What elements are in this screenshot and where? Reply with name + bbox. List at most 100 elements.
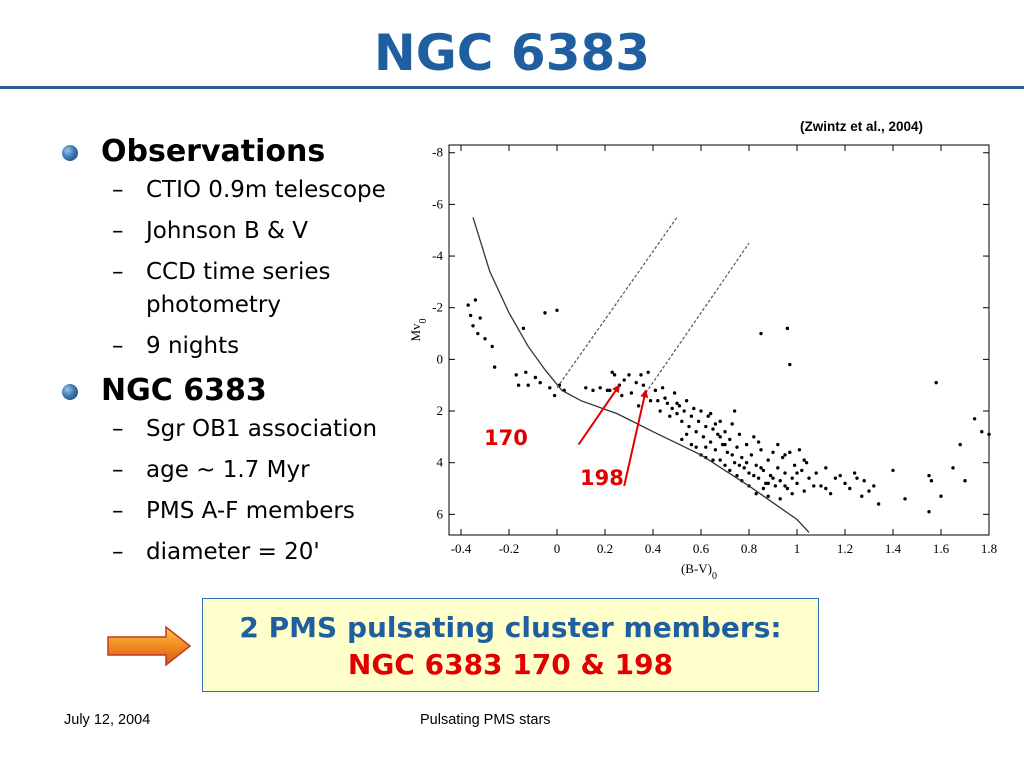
data-point bbox=[788, 450, 792, 455]
data-point bbox=[744, 442, 749, 447]
x-axis-label: (B-V)0 bbox=[681, 561, 717, 582]
data-point bbox=[833, 476, 838, 480]
x-tick-label: 0.8 bbox=[741, 541, 757, 556]
bullet-label: Observations bbox=[101, 134, 326, 169]
data-point bbox=[795, 481, 799, 486]
data-point bbox=[711, 427, 715, 431]
data-point bbox=[795, 471, 799, 475]
data-point bbox=[773, 484, 778, 488]
data-point bbox=[891, 468, 895, 473]
citation: (Zwintz et al., 2004) bbox=[800, 119, 924, 134]
data-point bbox=[708, 411, 713, 416]
data-point bbox=[629, 391, 634, 395]
sub-bullet-text: Johnson B & V bbox=[146, 218, 309, 244]
y-tick-label: -4 bbox=[432, 248, 443, 263]
data-point bbox=[605, 388, 610, 393]
data-point bbox=[802, 489, 806, 493]
x-tick-label: 1.8 bbox=[981, 541, 997, 556]
y-tick-label: 6 bbox=[437, 506, 444, 521]
data-point bbox=[800, 468, 804, 473]
x-tick-label: 1 bbox=[794, 541, 801, 556]
data-point bbox=[749, 453, 754, 457]
title-divider bbox=[0, 86, 1024, 89]
data-point bbox=[761, 486, 766, 491]
x-tick-label: 0.2 bbox=[597, 541, 613, 556]
data-point bbox=[759, 331, 763, 336]
x-tick-label: 0.6 bbox=[693, 541, 710, 556]
y-tick-label: 2 bbox=[437, 403, 444, 418]
instability-strip-edge bbox=[645, 242, 750, 394]
footer-topic: Pulsating PMS stars bbox=[420, 712, 551, 728]
data-point bbox=[718, 419, 722, 424]
data-point bbox=[723, 429, 727, 434]
callout-line-2: NGC 6383 170 & 198 bbox=[347, 648, 674, 681]
sphere-bullet-icon bbox=[62, 145, 78, 161]
data-point bbox=[620, 393, 624, 398]
data-point bbox=[552, 393, 557, 398]
sub-bullet: – CCD time series photometry bbox=[60, 256, 356, 322]
data-point bbox=[636, 404, 641, 408]
data-point bbox=[471, 324, 475, 328]
data-point bbox=[646, 370, 650, 374]
data-point bbox=[473, 298, 478, 302]
dash-icon: – bbox=[112, 416, 124, 442]
data-point bbox=[740, 455, 744, 460]
data-point bbox=[670, 406, 674, 411]
annotation-arrow bbox=[577, 384, 621, 446]
data-point bbox=[555, 308, 559, 312]
data-point bbox=[819, 484, 823, 488]
data-point bbox=[622, 378, 626, 382]
data-point bbox=[656, 398, 660, 403]
data-point bbox=[490, 344, 494, 349]
data-point bbox=[468, 313, 473, 318]
data-point bbox=[725, 450, 730, 455]
instability-strip-edge bbox=[556, 216, 678, 389]
data-point bbox=[872, 484, 876, 488]
data-point bbox=[732, 409, 737, 413]
dash-icon: – bbox=[112, 539, 124, 565]
dash-icon: – bbox=[112, 457, 124, 483]
data-point bbox=[533, 375, 538, 380]
data-point bbox=[804, 460, 809, 465]
data-point bbox=[723, 442, 727, 447]
data-point bbox=[735, 445, 739, 449]
data-point bbox=[524, 370, 528, 374]
data-point bbox=[704, 445, 708, 449]
x-tick-label: 1.6 bbox=[933, 541, 950, 556]
sub-bullet-text: age ~ 1.7 Myr bbox=[146, 457, 310, 483]
data-point bbox=[704, 424, 708, 429]
data-point bbox=[812, 484, 816, 488]
data-point bbox=[756, 440, 761, 444]
y-tick-label: -8 bbox=[432, 145, 443, 160]
sub-bullet: – Sgr OB1 association bbox=[60, 413, 420, 446]
sub-bullet-text: CTIO 0.9m telescope bbox=[146, 177, 386, 203]
sphere-bullet-icon bbox=[62, 384, 78, 400]
data-point bbox=[526, 383, 530, 387]
data-point bbox=[737, 463, 742, 467]
data-point bbox=[612, 373, 617, 377]
dash-icon: – bbox=[112, 498, 124, 524]
data-point bbox=[718, 435, 722, 439]
data-point bbox=[855, 476, 859, 480]
data-point bbox=[783, 484, 787, 488]
data-point bbox=[694, 429, 698, 434]
data-point bbox=[687, 424, 691, 429]
data-point bbox=[903, 497, 907, 501]
bullet-label: NGC 6383 bbox=[101, 373, 267, 408]
data-point bbox=[934, 380, 938, 385]
data-point bbox=[677, 404, 682, 408]
callout-line-1: 2 PMS pulsating cluster members: bbox=[239, 611, 782, 644]
data-point bbox=[689, 442, 694, 447]
x-tick-label: 0.4 bbox=[645, 541, 662, 556]
data-point bbox=[790, 476, 794, 480]
data-point bbox=[838, 473, 842, 478]
data-point bbox=[807, 476, 811, 480]
sub-bullet-text: 9 nights bbox=[146, 333, 240, 359]
data-point bbox=[766, 494, 770, 498]
star-label-170: 170 bbox=[484, 426, 528, 450]
data-point bbox=[680, 437, 684, 442]
data-point bbox=[951, 466, 955, 470]
data-point bbox=[728, 468, 732, 473]
y-tick-label: -6 bbox=[432, 196, 443, 211]
data-point bbox=[783, 453, 787, 457]
